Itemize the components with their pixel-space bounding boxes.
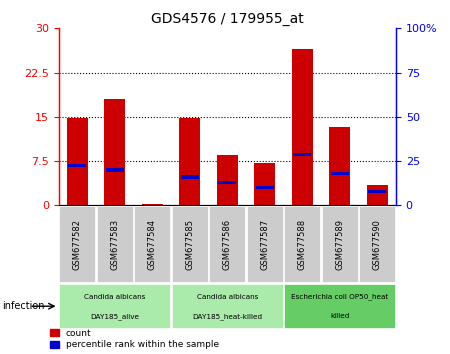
Text: GSM677589: GSM677589 xyxy=(335,219,344,270)
Legend: count, percentile rank within the sample: count, percentile rank within the sample xyxy=(50,329,219,349)
Bar xyxy=(254,163,275,205)
FancyBboxPatch shape xyxy=(172,284,283,328)
Bar xyxy=(219,181,236,184)
FancyBboxPatch shape xyxy=(284,284,395,328)
Bar xyxy=(67,118,88,205)
FancyBboxPatch shape xyxy=(97,206,133,282)
Text: GSM677588: GSM677588 xyxy=(298,219,307,270)
Text: Candida albicans: Candida albicans xyxy=(197,294,258,300)
Bar xyxy=(106,168,123,172)
Bar xyxy=(369,189,386,193)
FancyBboxPatch shape xyxy=(209,206,245,282)
Bar xyxy=(292,49,313,205)
Bar xyxy=(180,118,200,205)
Text: GSM677590: GSM677590 xyxy=(373,219,382,270)
Text: GSM677584: GSM677584 xyxy=(148,219,157,270)
Text: GSM677583: GSM677583 xyxy=(110,219,119,270)
Text: GSM677582: GSM677582 xyxy=(73,219,82,270)
FancyBboxPatch shape xyxy=(247,206,283,282)
Bar xyxy=(331,172,348,175)
Text: GSM677587: GSM677587 xyxy=(260,219,269,270)
Bar xyxy=(104,99,125,205)
Bar xyxy=(217,155,238,205)
Text: Candida albicans: Candida albicans xyxy=(84,294,145,300)
Bar xyxy=(367,185,387,205)
FancyBboxPatch shape xyxy=(322,206,358,282)
Bar xyxy=(256,186,274,189)
Text: DAY185_heat-killed: DAY185_heat-killed xyxy=(192,313,262,320)
Text: Escherichia coli OP50_heat: Escherichia coli OP50_heat xyxy=(291,293,388,301)
FancyBboxPatch shape xyxy=(134,206,170,282)
Bar xyxy=(329,127,350,205)
FancyBboxPatch shape xyxy=(59,284,170,328)
FancyBboxPatch shape xyxy=(172,206,208,282)
Text: infection: infection xyxy=(2,301,45,311)
Bar xyxy=(68,164,86,167)
Bar xyxy=(142,204,162,205)
Text: GSM677585: GSM677585 xyxy=(185,219,194,270)
Bar xyxy=(293,153,311,156)
Text: killed: killed xyxy=(330,313,350,319)
FancyBboxPatch shape xyxy=(284,206,320,282)
Bar xyxy=(181,175,198,179)
FancyBboxPatch shape xyxy=(359,206,395,282)
Title: GDS4576 / 179955_at: GDS4576 / 179955_at xyxy=(151,12,304,26)
Text: DAY185_alive: DAY185_alive xyxy=(90,313,139,320)
FancyBboxPatch shape xyxy=(59,206,95,282)
Text: GSM677586: GSM677586 xyxy=(223,219,232,270)
